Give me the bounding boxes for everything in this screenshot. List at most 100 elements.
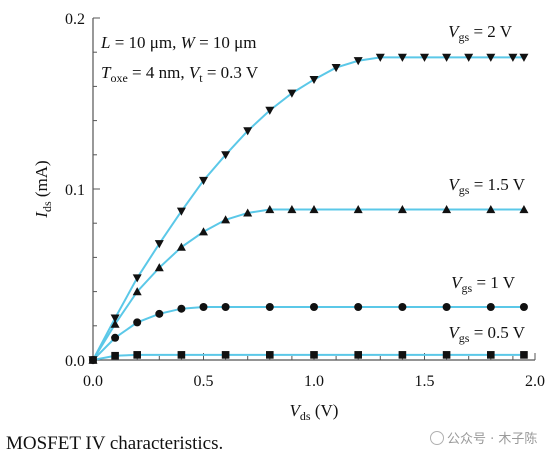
series-label-1: Vgs = 1.5 V: [448, 175, 525, 197]
data-point: [397, 53, 407, 62]
y-axis-title-unit: (mA): [32, 160, 51, 201]
series-label-main: V: [448, 175, 461, 194]
data-point: [155, 309, 164, 318]
data-point: [520, 351, 528, 359]
series-label-0: Vgs = 2 V: [448, 22, 513, 44]
series-label-sub: gs: [459, 331, 470, 345]
data-point: [486, 205, 496, 214]
param-line-2-part: = 4 nm,: [128, 63, 189, 82]
data-point: [508, 53, 518, 62]
x-tick-label: 2.0: [525, 373, 545, 390]
param-line-1: L = 10 μm, W = 10 μm: [100, 33, 257, 52]
data-point: [243, 127, 253, 136]
param-line-2-part: = 0.3 V: [203, 63, 259, 82]
y-axis-title: Ids (mA): [32, 160, 54, 218]
series-label-2: Vgs = 1 V: [451, 273, 516, 295]
data-point: [310, 302, 318, 311]
data-point: [89, 356, 97, 364]
data-point: [221, 151, 231, 160]
y-tick-label: 0.0: [65, 353, 85, 370]
series-label-sub: gs: [459, 30, 470, 44]
param-line-1-part: = 10 μm: [195, 33, 257, 52]
data-point: [287, 205, 297, 214]
data-point: [176, 207, 186, 216]
data-point: [177, 304, 186, 313]
data-point: [265, 302, 274, 311]
data-point: [154, 263, 164, 272]
data-point: [519, 53, 529, 62]
data-point: [354, 302, 363, 311]
series-markers: [88, 53, 529, 365]
data-point: [464, 53, 474, 62]
data-point: [487, 351, 495, 359]
data-point: [442, 351, 451, 359]
series-label-sub: gs: [459, 183, 470, 197]
data-point: [309, 205, 319, 214]
series-label-value: = 0.5 V: [469, 323, 525, 342]
watermark-text: 公众号 · 木子陈: [447, 432, 538, 447]
x-axis-title: Vds (V): [290, 401, 339, 423]
data-point: [353, 57, 363, 66]
data-point: [133, 351, 141, 359]
data-point: [154, 240, 164, 249]
data-point: [398, 302, 407, 311]
data-point: [221, 302, 230, 311]
y-tick-label: 0.1: [65, 182, 85, 199]
y-axis-title-sub: ds: [40, 201, 54, 212]
data-point: [442, 205, 452, 214]
data-point: [519, 302, 528, 311]
data-point: [221, 351, 230, 359]
chart-axes: 0.0 0.5 1.0 1.5 2.0 0.0 0.1 0.2: [65, 11, 545, 390]
data-point: [243, 208, 253, 217]
data-point: [110, 319, 120, 328]
param-line-1-part: W: [181, 33, 197, 52]
param-line-2-part: T: [101, 63, 112, 82]
y-axis-title-main: I: [32, 211, 51, 219]
watermark: 公众号 · 木子陈: [430, 428, 537, 447]
data-point: [442, 302, 451, 311]
series-label-sub: gs: [462, 281, 473, 295]
data-point: [287, 89, 297, 98]
series-label-value: = 2 V: [469, 22, 513, 41]
data-point: [331, 63, 341, 73]
data-point: [177, 351, 186, 359]
data-point: [353, 205, 363, 214]
param-line-1-part: = 10 μm,: [110, 33, 180, 52]
data-point: [265, 106, 275, 115]
data-point: [111, 351, 119, 360]
data-point: [442, 53, 452, 62]
data-point: [354, 351, 362, 359]
x-tick-label: 1.0: [304, 373, 324, 390]
x-tick-label: 0.0: [83, 373, 103, 390]
param-line-2-part: oxe: [110, 71, 127, 85]
data-point: [199, 302, 208, 311]
series-label-value: = 1.5 V: [469, 175, 525, 194]
x-tick-label: 0.5: [194, 373, 214, 390]
data-point: [486, 53, 496, 62]
data-point: [132, 287, 142, 296]
series-label-main: V: [448, 323, 461, 342]
param-line-2-part: t: [199, 71, 203, 85]
data-point: [221, 215, 231, 224]
chart-labels: Vds (V) Ids (mA) L = 10 μm, W = 10 μm Toxe​…: [32, 22, 526, 423]
data-point: [397, 205, 407, 214]
series-label-3: Vgs = 0.5 V: [448, 323, 525, 345]
data-point: [420, 53, 429, 62]
series-line-1: [92, 208, 524, 361]
wechat-icon: [430, 431, 444, 445]
data-point: [486, 302, 495, 311]
x-axis-title-main: V: [290, 401, 303, 420]
x-axis-title-sub: ds: [300, 409, 311, 423]
data-point: [111, 333, 120, 342]
param-line-1-part: L: [100, 33, 110, 52]
data-point: [199, 227, 208, 236]
data-point: [519, 205, 529, 214]
x-axis-title-unit: (V): [311, 401, 339, 420]
data-point: [132, 274, 142, 283]
data-point: [265, 205, 275, 214]
data-point: [309, 75, 319, 85]
y-tick-label: 0.2: [65, 11, 85, 28]
data-point: [133, 318, 142, 327]
data-point: [375, 53, 385, 62]
series-label-value: = 1 V: [472, 273, 516, 292]
